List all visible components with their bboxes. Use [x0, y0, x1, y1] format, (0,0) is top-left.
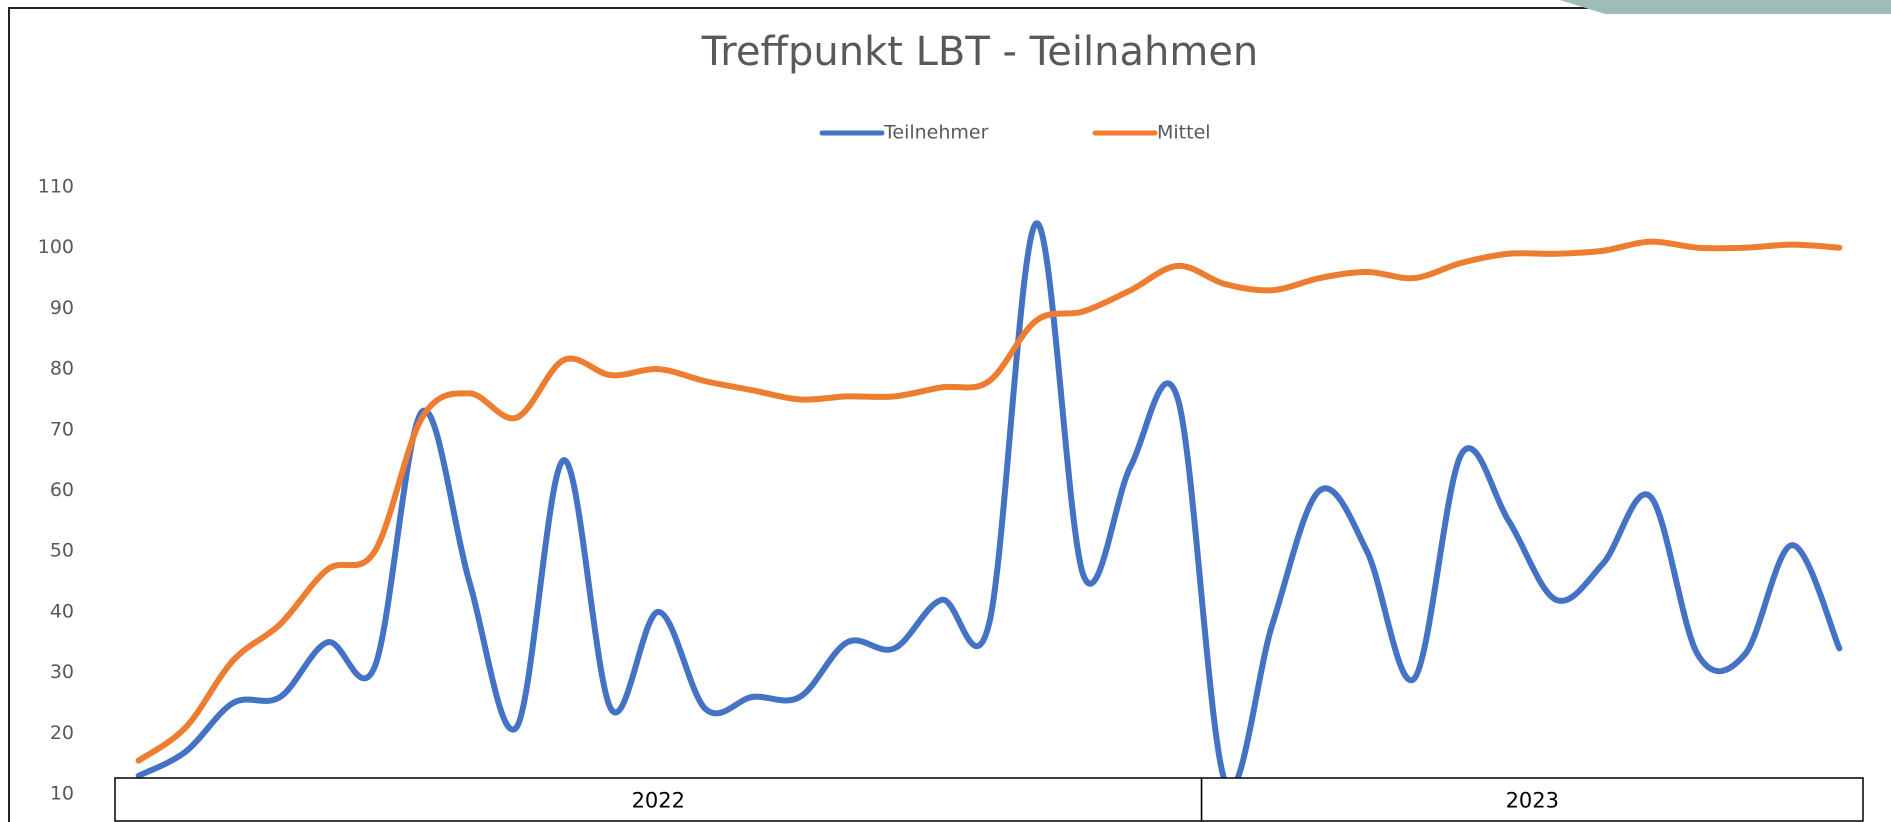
- y-tick-label: 70: [50, 418, 74, 440]
- y-tick-label: 40: [50, 600, 74, 622]
- y-tick-label: 10: [50, 783, 74, 805]
- y-tick-label: 100: [38, 236, 74, 258]
- frame: [8, 7, 1891, 822]
- y-tick-label: 20: [50, 722, 74, 744]
- y-tick-label: 90: [50, 297, 74, 319]
- series-line: [135, 238, 1843, 764]
- x-group-label: 2023: [1506, 789, 1559, 813]
- chart-title: Treffpunkt LBT - Teilnahmen: [701, 29, 1259, 75]
- x-group-label: 2022: [632, 789, 685, 813]
- y-tick-label: 60: [50, 479, 74, 501]
- legend-label: Teilnehmer: [883, 122, 989, 144]
- y-tick-label: 50: [50, 540, 74, 562]
- series-line: [135, 220, 1843, 791]
- legend-label: Mittel: [1157, 122, 1211, 144]
- y-tick-label: 110: [38, 176, 74, 198]
- y-tick-label: 30: [50, 661, 74, 683]
- x-group-box: [1200, 777, 1864, 822]
- y-tick-label: 80: [50, 358, 74, 380]
- corner-decoration: [1560, 0, 1891, 14]
- x-group-box: [114, 777, 1203, 822]
